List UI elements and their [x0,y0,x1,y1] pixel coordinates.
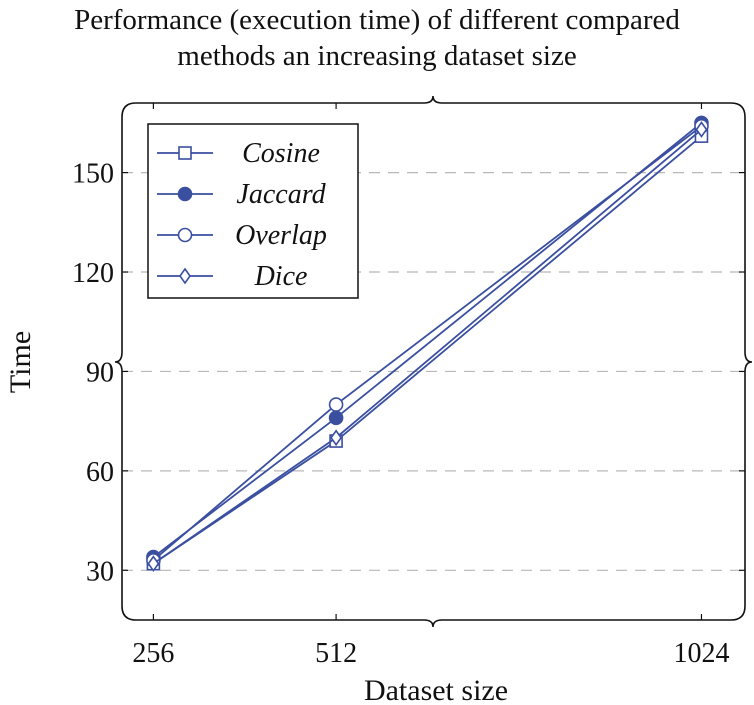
y-tick-label: 120 [72,258,114,289]
y-tick-label: 90 [86,357,114,388]
x-axis-label: Dataset size [364,674,508,705]
legend-marker-dice [179,267,191,285]
legend-marker-overlap [177,227,193,243]
legend-marker-jaccard [177,186,193,202]
data-point-overlap [328,397,344,412]
data-point-dice [147,555,160,573]
y-tick-label: 150 [72,159,114,190]
y-tick-label: 60 [86,457,114,488]
chart-title: Performance (execution time) of differen… [0,2,754,74]
data-point-dice [330,429,343,447]
x-tick-label: 256 [132,638,174,669]
legend-marker-cosine [178,146,192,160]
data-point-jaccard [328,410,344,426]
plot-frame [114,95,753,628]
x-tick-label: 512 [315,638,357,669]
chart-title-line1: Performance (execution time) of differen… [74,4,680,36]
y-tick-label: 30 [86,556,114,587]
legend-label-overlap: Overlap [235,220,327,251]
x-tick-label: 1024 [673,638,729,669]
legend-label-dice: Dice [254,261,308,292]
legend-label-cosine: Cosine [242,138,320,169]
chart-title-line2: methods an increasing dataset size [177,40,577,72]
y-axis-label: Time [4,331,37,393]
series-dice [147,121,708,573]
data-point-dice [695,121,708,138]
legend-label-jaccard: Jaccard [236,179,326,210]
